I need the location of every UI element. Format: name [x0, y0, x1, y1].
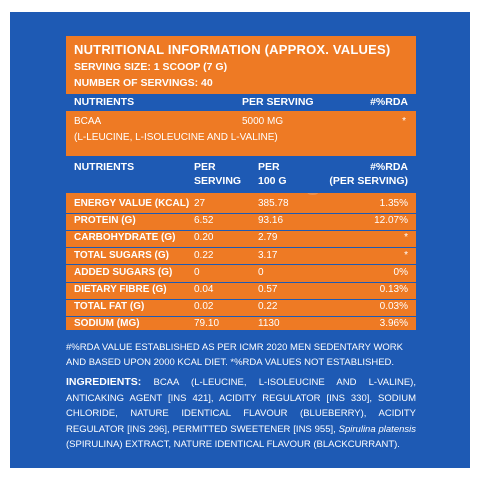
table2-header-per100-line2: 100 G: [258, 175, 287, 187]
row-divider: [66, 281, 416, 283]
nutrient-name: DIETARY FIBRE (G): [74, 284, 167, 295]
per-100g-value: 0.57: [258, 284, 278, 295]
nutrient-name: ADDED SUGARS (G): [74, 266, 173, 278]
table1-header-per-serving: PER SERVING: [242, 96, 314, 108]
nutrient-name: PROTEIN (G): [74, 215, 136, 227]
label-title: NUTRITIONAL INFORMATION (APPROX. VALUES): [74, 42, 391, 57]
per-serving-value: 0: [194, 266, 200, 278]
nutrient-name: TOTAL SUGARS (G): [74, 249, 169, 261]
per-100g-value: 93.16: [258, 215, 284, 227]
per-100g-value: 2.79: [258, 232, 278, 244]
per-100g-value: 0: [258, 266, 264, 278]
nutrient-name: CARBOHYDRATE (G): [74, 232, 176, 244]
rda-value: *: [404, 232, 408, 244]
table2-row: TOTAL FAT (G) 0.02 0.22 0.03%: [66, 299, 416, 316]
per-100g-value: 1130: [258, 318, 280, 330]
table2-header-nutrients: NUTRIENTS: [74, 161, 135, 173]
ingredients-label: INGREDIENTS:: [66, 376, 142, 388]
rda-value: 3.96%: [379, 318, 408, 330]
row-divider: [66, 247, 416, 249]
table2-row: TOTAL SUGARS (G) 0.22 3.17 *: [66, 248, 416, 265]
nutrient-name: SODIUM (MG): [74, 318, 140, 330]
per-serving-value: 0.02: [194, 301, 214, 313]
per-serving-value: 0.04: [194, 284, 214, 295]
table2-header-per100-line1: PER: [258, 161, 280, 173]
per-100g-value: 385.78: [258, 198, 289, 209]
table2-row: ADDED SUGARS (G) 0 0 0%: [66, 265, 416, 282]
table2-row: CARBOHYDRATE (G) 0.20 2.79 *: [66, 230, 416, 247]
ingredients-text: INGREDIENTS: BCAA (L-LEUCINE, L-ISOLEUCI…: [66, 375, 416, 453]
per-serving-value: 0.22: [194, 249, 214, 261]
bcaa-per-serving: 5000 MG: [242, 116, 284, 127]
table2-row: DIETARY FIBRE (G) 0.04 0.57 0.13%: [66, 282, 416, 299]
row-divider: [66, 298, 416, 300]
number-of-servings: NUMBER OF SERVINGS: 40: [74, 77, 213, 89]
ingredients-list-part2: (SPIRULINA) EXTRACT, NATURE IDENTICAL FL…: [66, 439, 400, 450]
table2-header-per-serving-line2: SERVING: [194, 175, 242, 187]
table2-row: SODIUM (MG) 79.10 1130 3.96%: [66, 316, 416, 333]
bcaa-name: BCAA: [74, 116, 102, 127]
table2-header-rda-line1: #%RDA: [370, 161, 408, 173]
table1-row-bcaa: BCAA 5000 MG * (L-LEUCINE, L-ISOLEUCINE …: [66, 111, 416, 149]
per-serving-value: 27: [194, 198, 206, 209]
table2-header: NUTRIENTS PER SERVING PER 100 G #%RDA (P…: [66, 156, 416, 193]
table2-row: ENERGY VALUE (KCAL) 27 385.78 1.35%: [66, 196, 416, 213]
ingredients-list-part1: BCAA (L-LEUCINE, L-ISOLEUCINE AND L-VALI…: [66, 377, 416, 435]
bcaa-rda: *: [402, 116, 406, 127]
per-100g-value: 0.22: [258, 301, 278, 313]
per-100g-value: 3.17: [258, 249, 278, 261]
rda-value: 0%: [393, 266, 408, 278]
row-divider: [66, 315, 416, 317]
rda-value: 12.07%: [374, 215, 408, 227]
table2-header-per-serving-line1: PER: [194, 161, 216, 173]
rda-value: 0.03%: [379, 301, 408, 313]
rda-value: 0.13%: [379, 284, 408, 295]
per-serving-value: 79.10: [194, 318, 220, 330]
rda-footnote: #%RDA VALUE ESTABLISHED AS PER ICMR 2020…: [66, 342, 403, 368]
nutrient-name: ENERGY VALUE (KCAL): [74, 198, 190, 209]
table1-header-rda: #%RDA: [370, 96, 408, 108]
table2-header-rda-line2: (PER SERVING): [329, 175, 408, 187]
row-divider: [66, 229, 416, 231]
per-serving-value: 6.52: [194, 215, 214, 227]
table2-row: PROTEIN (G) 6.52 93.16 12.07%: [66, 213, 416, 230]
per-serving-value: 0.20: [194, 232, 214, 244]
nutrition-label: NUTRITIONAL INFORMATION (APPROX. VALUES)…: [66, 36, 416, 330]
row-divider: [66, 264, 416, 266]
ingredients-italic-species: Spirulina platensis: [338, 423, 416, 435]
rda-value: *: [404, 249, 408, 261]
bcaa-detail: (L-LEUCINE, L-ISOLEUCINE AND L-VALINE): [74, 132, 278, 143]
rda-value: 1.35%: [379, 198, 408, 209]
table1-header: NUTRIENTS PER SERVING #%RDA: [66, 94, 416, 111]
row-divider: [66, 212, 416, 214]
table1-header-nutrients: NUTRIENTS: [74, 96, 135, 108]
serving-size: SERVING SIZE: 1 SCOOP (7 G): [74, 61, 228, 73]
nutrient-name: TOTAL FAT (G): [74, 301, 145, 313]
